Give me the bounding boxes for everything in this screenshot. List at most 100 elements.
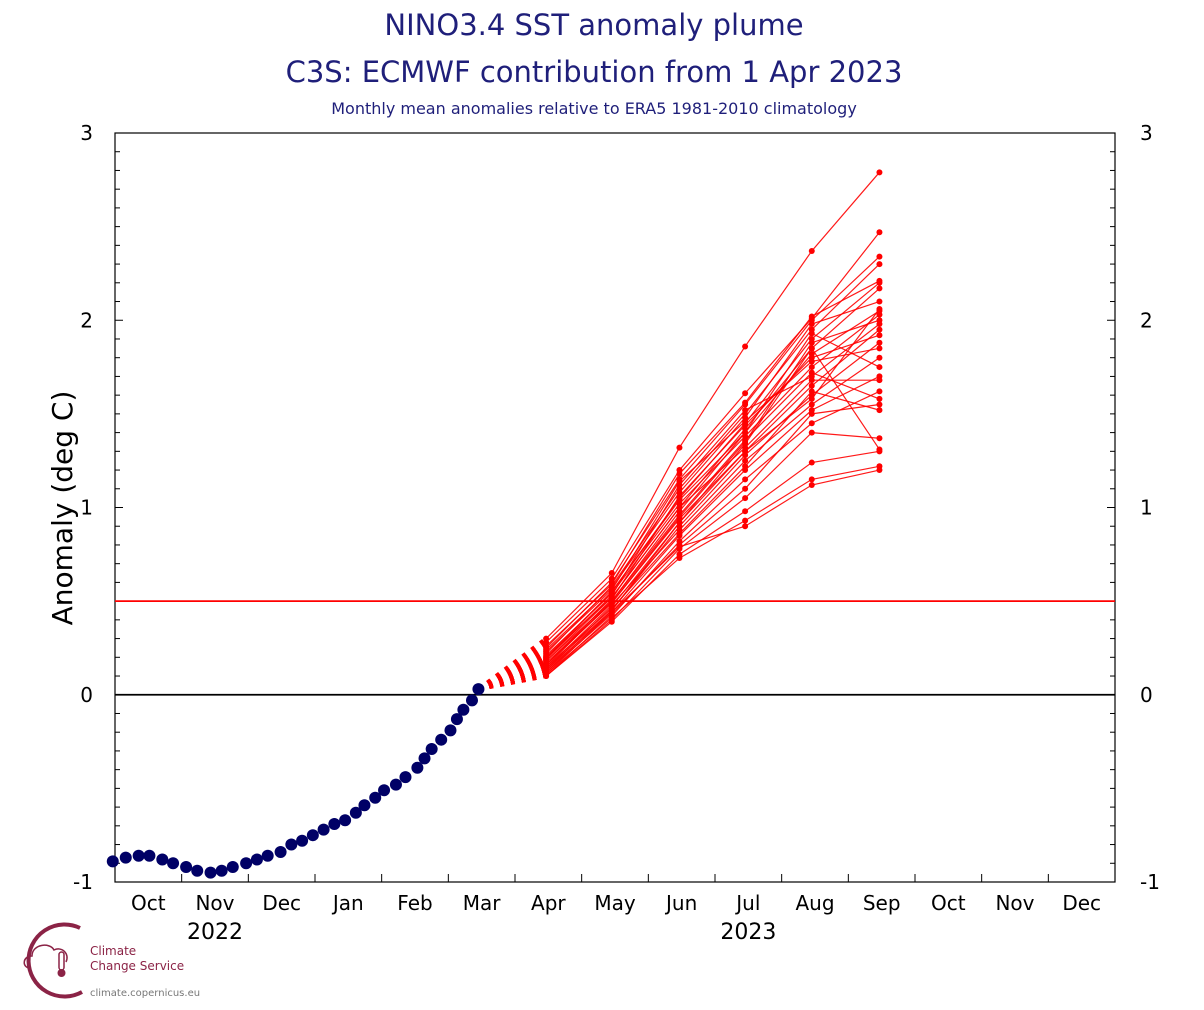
forecast-point bbox=[876, 467, 883, 474]
forecast-point bbox=[876, 339, 883, 346]
forecast-point bbox=[808, 482, 815, 489]
forecast-point bbox=[876, 332, 883, 339]
year-label: 2022 bbox=[187, 920, 243, 945]
forecast-point bbox=[808, 313, 815, 320]
observed-point bbox=[261, 849, 274, 862]
forecast-point bbox=[543, 648, 550, 655]
forecast-member-line bbox=[545, 390, 880, 677]
observed-point bbox=[156, 853, 169, 866]
forecast-member-line bbox=[545, 403, 880, 673]
chart-caption: Monthly mean anomalies relative to ERA5 … bbox=[331, 99, 857, 118]
forecast-point bbox=[608, 581, 615, 588]
forecast-point bbox=[808, 345, 815, 352]
forecast-member-line bbox=[545, 371, 880, 662]
forecast-point bbox=[808, 395, 815, 402]
observed-point bbox=[226, 861, 239, 874]
forecast-point bbox=[543, 667, 550, 674]
forecast-point bbox=[876, 377, 883, 384]
y-tick-label-left: 2 bbox=[80, 308, 93, 332]
x-tick-label: Nov bbox=[995, 891, 1034, 915]
forecast-point bbox=[808, 429, 815, 436]
forecast-member-line bbox=[545, 357, 880, 669]
x-tick-label: Sep bbox=[863, 891, 901, 915]
observed-point bbox=[425, 743, 438, 756]
forecast-point bbox=[808, 369, 815, 376]
x-tick-label: Mar bbox=[463, 891, 502, 915]
forecast-member-line bbox=[545, 308, 880, 666]
forecast-member-line bbox=[545, 465, 880, 675]
forecast-point bbox=[808, 401, 815, 408]
forecast-point bbox=[808, 358, 815, 365]
logo-url[interactable]: climate.copernicus.eu bbox=[90, 988, 201, 999]
year-label: 2023 bbox=[720, 920, 776, 945]
observed-point bbox=[274, 846, 287, 859]
forecast-member-line bbox=[545, 263, 880, 654]
forecast-member-line bbox=[545, 310, 880, 668]
y-tick-label-left: 3 bbox=[80, 121, 93, 145]
chart-subtitle: C3S: ECMWF contribution from 1 Apr 2023 bbox=[285, 55, 903, 89]
forecast-member-line bbox=[545, 347, 880, 669]
forecast-point bbox=[543, 656, 550, 663]
forecast-point bbox=[676, 497, 683, 504]
x-tick-label: Nov bbox=[195, 891, 234, 915]
x-tick-label: May bbox=[594, 891, 636, 915]
forecast-point bbox=[876, 364, 883, 371]
observed-point bbox=[306, 829, 319, 842]
forecast-point bbox=[676, 530, 683, 537]
forecast-point bbox=[742, 457, 749, 464]
plot-frame bbox=[114, 132, 1116, 883]
observed-point bbox=[358, 799, 371, 812]
forecast-point bbox=[676, 444, 683, 451]
observed-point bbox=[435, 733, 448, 746]
observed-point bbox=[215, 864, 228, 877]
copernicus-logo-icon bbox=[23, 922, 83, 999]
forecast-point bbox=[608, 609, 615, 616]
forecast-point bbox=[808, 247, 815, 254]
x-tick-label: Jun bbox=[664, 891, 697, 915]
forecast-point bbox=[608, 614, 615, 621]
forecast-point bbox=[742, 523, 749, 530]
forecast-member-line bbox=[545, 314, 880, 656]
forecast-point bbox=[876, 253, 883, 260]
forecast-point bbox=[742, 508, 749, 515]
observed-point bbox=[106, 855, 119, 868]
observed-point bbox=[378, 784, 391, 797]
observed-point bbox=[339, 814, 352, 827]
observed-point bbox=[204, 866, 217, 879]
forecast-member-line bbox=[545, 469, 880, 671]
forecast-point bbox=[742, 343, 749, 350]
forecast-point bbox=[876, 354, 883, 361]
x-tick-label: Oct bbox=[931, 891, 966, 915]
y-tick-label-right: 1 bbox=[1140, 496, 1153, 520]
observed-point bbox=[457, 703, 470, 716]
observed-point bbox=[285, 838, 298, 851]
forecast-point bbox=[742, 476, 749, 483]
observed-point bbox=[132, 849, 145, 862]
observed-point bbox=[167, 857, 180, 870]
forecast-point bbox=[742, 517, 749, 524]
forecast-point bbox=[876, 345, 883, 352]
x-tick-label: Apr bbox=[531, 891, 566, 915]
forecast-point bbox=[876, 277, 883, 284]
forecast-point bbox=[808, 388, 815, 395]
forecast-point bbox=[876, 320, 883, 327]
forecast-member-line bbox=[545, 280, 880, 647]
y-tick-label-left: 1 bbox=[80, 496, 93, 520]
chart-title: NINO3.4 SST anomaly plume bbox=[384, 8, 804, 42]
observed-point bbox=[411, 761, 424, 774]
x-tick-label: Jul bbox=[734, 891, 760, 915]
forecast-point bbox=[808, 320, 815, 327]
forecast-member-line bbox=[545, 323, 880, 660]
y-tick-label-right: 3 bbox=[1140, 121, 1153, 145]
forecast-point bbox=[876, 407, 883, 414]
forecast-point bbox=[876, 395, 883, 402]
forecast-point bbox=[676, 515, 683, 522]
forecast-point bbox=[608, 599, 615, 606]
forecast-point bbox=[742, 418, 749, 425]
observed-point bbox=[450, 713, 463, 726]
forecast-point bbox=[543, 643, 550, 650]
forecast-member-line bbox=[545, 332, 880, 660]
forecast-point bbox=[742, 399, 749, 406]
forecast-point bbox=[876, 306, 883, 313]
